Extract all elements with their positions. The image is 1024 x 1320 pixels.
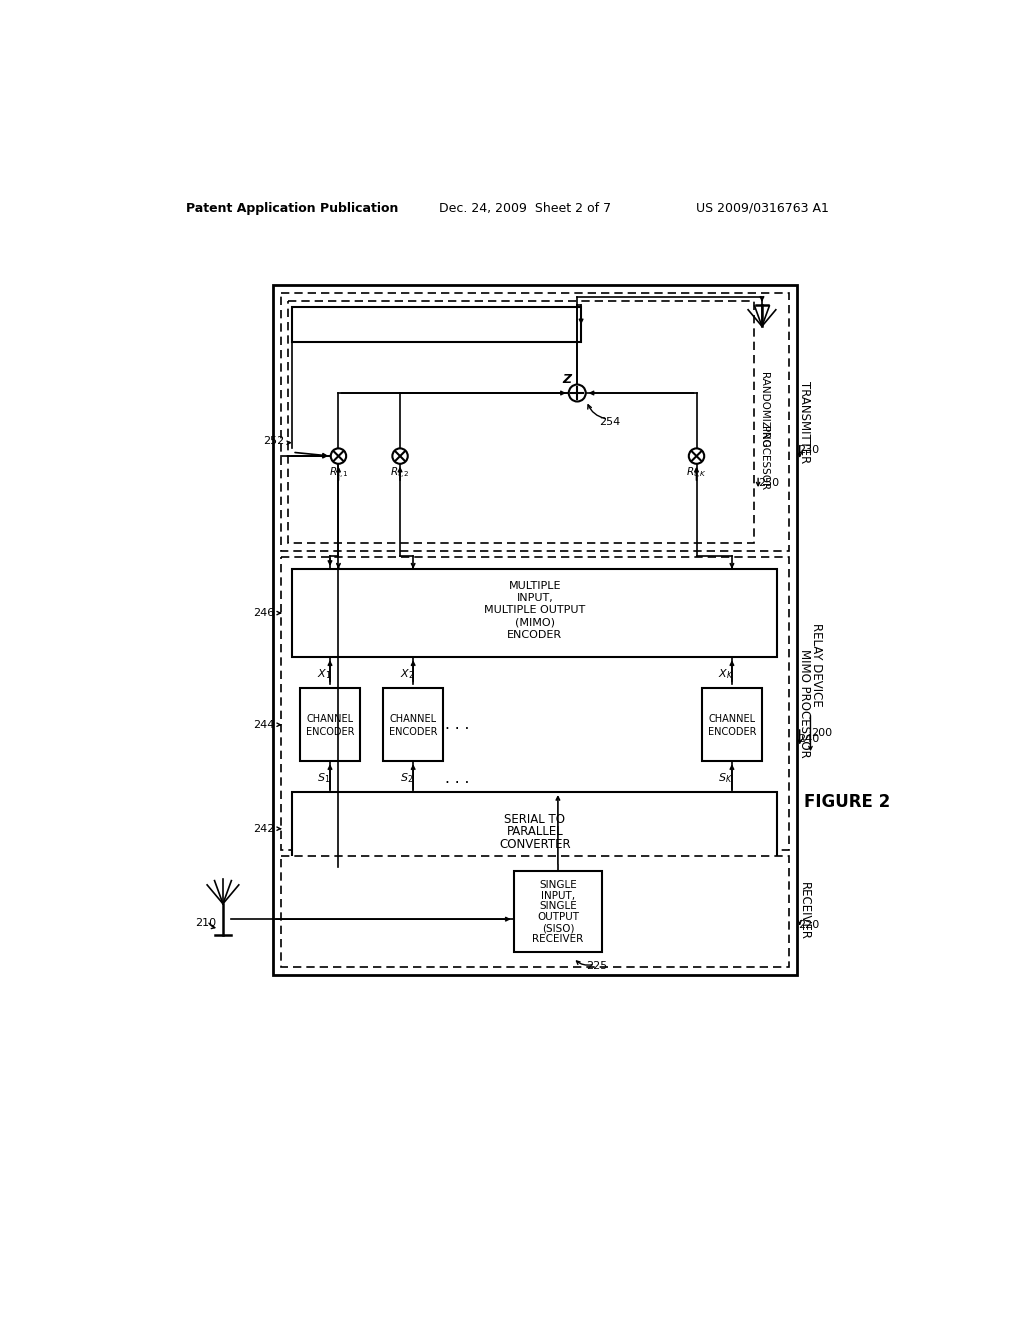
Bar: [292, 308, 581, 342]
Text: TRANSMITTER: TRANSMITTER: [798, 381, 811, 463]
Text: PARALLEL: PARALLEL: [507, 825, 563, 838]
Bar: [281, 557, 788, 850]
Text: 244: 244: [253, 719, 274, 730]
Text: CONVERTER: CONVERTER: [499, 838, 570, 850]
Bar: [300, 688, 360, 762]
Text: RANDOMIZING: RANDOMIZING: [759, 372, 769, 447]
Text: 254: 254: [599, 417, 621, 428]
Text: $S_2$: $S_2$: [400, 771, 414, 785]
Text: PROCESSOR: PROCESSOR: [759, 426, 769, 491]
Circle shape: [568, 384, 586, 401]
Bar: [281, 855, 788, 966]
Text: . . .: . . .: [444, 771, 469, 785]
Bar: [701, 688, 762, 762]
Text: SINGLE: SINGLE: [539, 902, 577, 911]
Text: CHANNEL: CHANNEL: [709, 714, 756, 725]
Text: 230: 230: [799, 445, 819, 455]
Circle shape: [331, 449, 346, 463]
Text: CHANNEL: CHANNEL: [306, 714, 353, 725]
Text: MIMO PROCESSOR: MIMO PROCESSOR: [798, 649, 811, 758]
Text: $R_{t,1}$: $R_{t,1}$: [329, 466, 348, 480]
Text: $X_2$: $X_2$: [399, 668, 414, 681]
Text: 200: 200: [811, 729, 831, 738]
Text: RECEIVER: RECEIVER: [798, 883, 811, 940]
Bar: [289, 301, 755, 544]
Text: 252: 252: [263, 436, 285, 446]
Text: 225: 225: [586, 961, 607, 970]
Text: Dec. 24, 2009  Sheet 2 of 7: Dec. 24, 2009 Sheet 2 of 7: [438, 202, 611, 215]
Bar: [281, 293, 788, 552]
Text: RELAY DEVICE: RELAY DEVICE: [810, 623, 823, 706]
Bar: [273, 285, 797, 974]
Bar: [292, 792, 777, 866]
Text: Z: Z: [562, 372, 571, 385]
Text: 250: 250: [759, 478, 779, 488]
Text: INPUT,: INPUT,: [541, 891, 574, 900]
Text: ENCODER: ENCODER: [507, 630, 562, 640]
Text: 240: 240: [799, 734, 819, 743]
Bar: [514, 871, 602, 952]
Text: 220: 220: [799, 920, 819, 929]
Text: 246: 246: [253, 609, 274, 618]
Text: OUTPUT: OUTPUT: [537, 912, 579, 923]
Text: $X_K$: $X_K$: [718, 668, 733, 681]
Text: (MIMO): (MIMO): [515, 618, 555, 628]
Text: US 2009/0316763 A1: US 2009/0316763 A1: [695, 202, 828, 215]
Circle shape: [689, 449, 705, 463]
Text: 210: 210: [196, 917, 217, 928]
Text: ENCODER: ENCODER: [306, 727, 354, 737]
Text: FIGURE 2: FIGURE 2: [804, 793, 890, 812]
Text: RECEIVER: RECEIVER: [532, 933, 584, 944]
Text: INPUT,: INPUT,: [516, 593, 553, 603]
Text: ENCODER: ENCODER: [708, 727, 756, 737]
Text: (SISO): (SISO): [542, 923, 574, 933]
Text: 242: 242: [253, 824, 274, 834]
Text: $S_K$: $S_K$: [719, 771, 733, 785]
Bar: [292, 569, 777, 657]
Text: Patent Application Publication: Patent Application Publication: [186, 202, 398, 215]
Text: $R_{t,2}$: $R_{t,2}$: [390, 466, 410, 480]
Text: MULTIPLE OUTPUT: MULTIPLE OUTPUT: [484, 606, 586, 615]
Text: SINGLE: SINGLE: [539, 880, 577, 890]
Text: . . .: . . .: [444, 717, 469, 733]
Text: SERIAL TO: SERIAL TO: [504, 813, 565, 826]
Bar: [383, 688, 443, 762]
Text: $X_1$: $X_1$: [316, 668, 331, 681]
Text: CHANNEL: CHANNEL: [389, 714, 436, 725]
Text: ENCODER: ENCODER: [389, 727, 437, 737]
Circle shape: [392, 449, 408, 463]
Text: $S_1$: $S_1$: [317, 771, 331, 785]
Text: $R_{t,K}$: $R_{t,K}$: [686, 466, 707, 480]
Text: MULTIPLE: MULTIPLE: [509, 581, 561, 591]
